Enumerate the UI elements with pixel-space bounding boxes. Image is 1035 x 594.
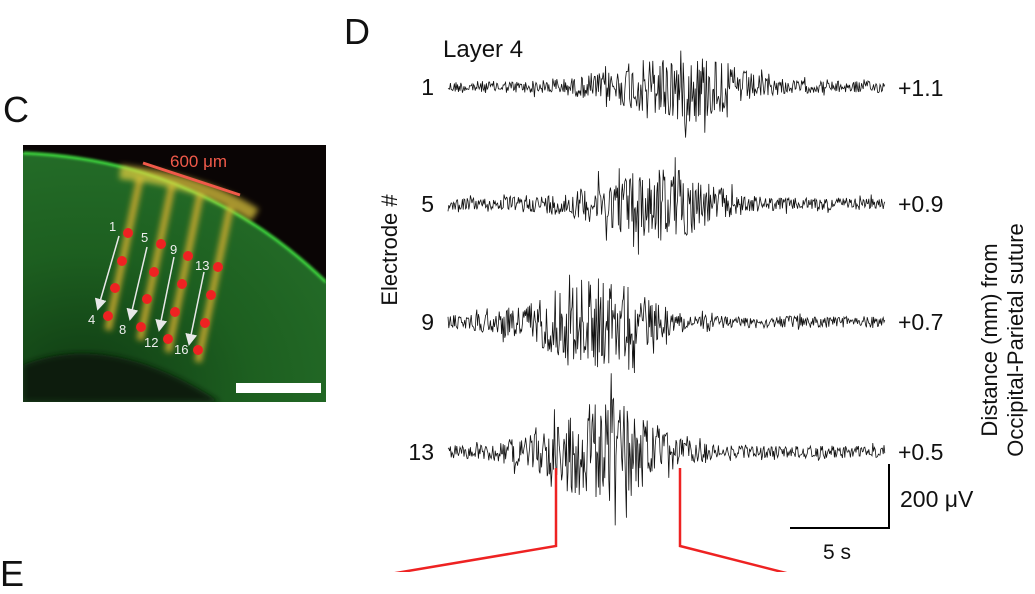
panel-d-label: D [344,11,370,52]
electrode-number: 9 [421,309,434,335]
electrode-site [163,334,173,344]
electrode-site [110,283,120,293]
scale-bar [236,383,321,393]
trace-electrode-9 [447,274,886,374]
scale-line-600um [142,161,241,197]
scale-bars [790,464,890,529]
panel-c-label: C [3,89,29,130]
fluorescence-image: 1 5 9 13 4 8 12 16 600 μm [23,145,326,402]
electrode-site [183,251,193,261]
direction-arrows [94,235,205,346]
lfp-traces [447,50,886,526]
right-axis-label-line2: Occipital-Parietal suture [1003,223,1028,457]
electrode-number: 5 [421,191,434,217]
shank-tracks [104,165,259,363]
time-scale-label: 5 s [823,541,852,564]
layer-title: Layer 4 [443,36,524,63]
right-axis-label-line1: Distance (mm) from [977,243,1002,437]
distance-value: +0.5 [898,439,944,465]
electrode-label: 16 [174,342,188,357]
electrode-label: 1 [109,219,116,234]
electrode-number: 1 [421,74,434,100]
trace-electrode-1 [447,50,886,138]
electrode-label: 8 [119,322,126,337]
electrode-sites [103,228,223,355]
electrode-site [193,345,203,355]
electrode-number: 13 [408,439,434,465]
electrode-label: 9 [170,242,177,257]
voltage-scale-label: 200 μV [900,486,974,512]
electrode-site [149,267,159,277]
electrode-label: 13 [195,258,209,273]
electrode-site [213,262,223,272]
scale-text: 600 μm [170,152,227,171]
distance-value: +1.1 [898,75,944,101]
electrode-label: 5 [141,230,148,245]
y-axis-label: Electrode # [377,194,402,306]
electrode-site [103,311,113,321]
arrow-icon [94,235,120,311]
electrode-site [206,290,216,300]
electrode-site [117,256,127,266]
electrode-site [177,279,187,289]
electrode-site [123,228,133,238]
zoom-highlight-lines [394,468,788,572]
distance-value: +0.7 [898,309,944,335]
arrow-icon [155,256,175,332]
electrode-label: 4 [88,312,95,327]
electrode-site [200,318,210,328]
electrode-site [156,239,166,249]
electrode-label: 12 [144,335,158,350]
electrode-site [136,322,146,332]
figure-graphics: 1 5 9 13 4 8 12 16 600 μm [23,50,890,572]
arrow-icon [185,271,205,346]
trace-electrode-5 [447,157,886,255]
right-axis-label: Distance (mm) from Occipital-Parietal su… [977,190,1029,490]
trace-electrode-13 [447,373,886,526]
electrode-site [170,307,180,317]
distance-value: +0.9 [898,191,944,217]
electrode-site [142,294,152,304]
arrow-icon [126,246,148,321]
